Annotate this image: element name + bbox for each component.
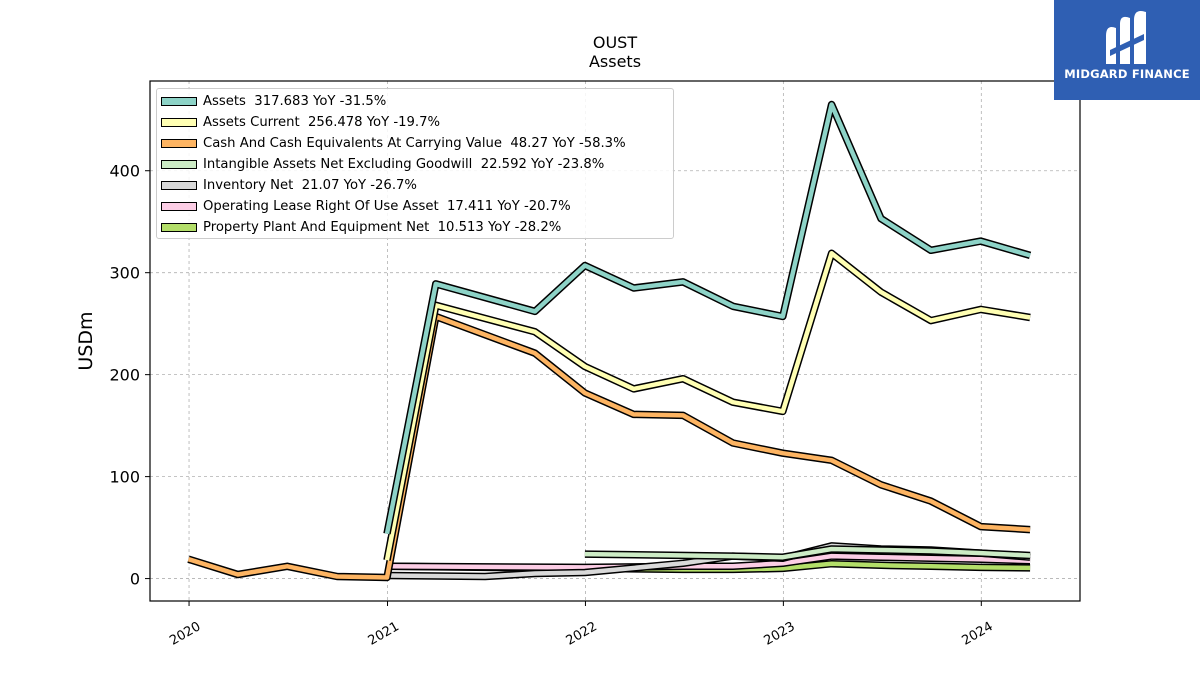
series-line-intangible-assets-net-excluding-goodwill <box>584 546 1031 560</box>
y-axis-ticks: 0 100 200 300 400 <box>109 162 150 589</box>
chart-legend: Assets 317.683 YoY -31.5% Assets Current … <box>156 88 674 239</box>
legend-item: Operating Lease Right Of Use Asset 17.41… <box>157 197 673 217</box>
legend-label: Property Plant And Equipment Net 10.513 … <box>203 220 562 235</box>
legend-label: Inventory Net 21.07 YoY -26.7% <box>203 178 417 193</box>
legend-item: Intangible Assets Net Excluding Goodwill… <box>157 155 673 175</box>
y-tick-label: 100 <box>109 468 140 487</box>
legend-swatch <box>161 118 197 127</box>
x-tick-label: 2024 <box>959 619 995 649</box>
series-line-assets <box>384 102 1031 535</box>
legend-item: Assets Current 256.478 YoY -19.7% <box>157 113 673 133</box>
chart-subtitle: Assets <box>589 52 641 71</box>
legend-item: Assets 317.683 YoY -31.5% <box>157 92 673 112</box>
legend-label: Cash And Cash Equivalents At Carrying Va… <box>203 136 626 151</box>
legend-label: Intangible Assets Net Excluding Goodwill… <box>203 157 605 172</box>
series-outline-cash-and-cash-equivalents-at-carrying-value <box>187 312 1031 582</box>
legend-swatch <box>161 160 197 169</box>
logo-text: MIDGARD FINANCE <box>1064 67 1190 81</box>
x-tick-label: 2020 <box>167 619 203 649</box>
y-tick-label: 400 <box>109 162 140 181</box>
legend-swatch <box>161 202 197 211</box>
series-line-assets-current <box>384 251 1031 561</box>
legend-label: Operating Lease Right Of Use Asset 17.41… <box>203 199 571 214</box>
y-tick-label: 0 <box>130 570 140 589</box>
legend-label: Assets Current 256.478 YoY -19.7% <box>203 115 441 130</box>
x-tick-label: 2023 <box>762 619 798 649</box>
plot-frame <box>149 80 1081 602</box>
y-axis-label: USDm <box>75 311 97 370</box>
y-tick-label: 200 <box>109 366 140 385</box>
legend-item: Inventory Net 21.07 YoY -26.7% <box>157 176 673 196</box>
x-axis-ticks: 2020 2021 2022 2023 2024 <box>167 601 996 649</box>
midgard-logo-icon <box>1106 11 1146 64</box>
legend-swatch <box>161 139 197 148</box>
series-lines <box>187 100 1032 582</box>
legend-swatch <box>161 181 197 190</box>
chart-title: OUST <box>593 33 637 52</box>
series-line-cash-and-cash-equivalents-at-carrying-value <box>187 314 1031 580</box>
legend-label: Assets 317.683 YoY -31.5% <box>203 94 387 109</box>
legend-item: Cash And Cash Equivalents At Carrying Va… <box>157 134 673 154</box>
x-tick-label: 2022 <box>564 619 600 649</box>
legend-item: Property Plant And Equipment Net 10.513 … <box>157 218 673 238</box>
y-tick-label: 300 <box>109 264 140 283</box>
x-tick-label: 2021 <box>366 619 402 649</box>
legend-swatch <box>161 97 197 106</box>
midgard-finance-logo: MIDGARD FINANCE <box>1054 0 1200 100</box>
legend-swatch <box>161 223 197 232</box>
